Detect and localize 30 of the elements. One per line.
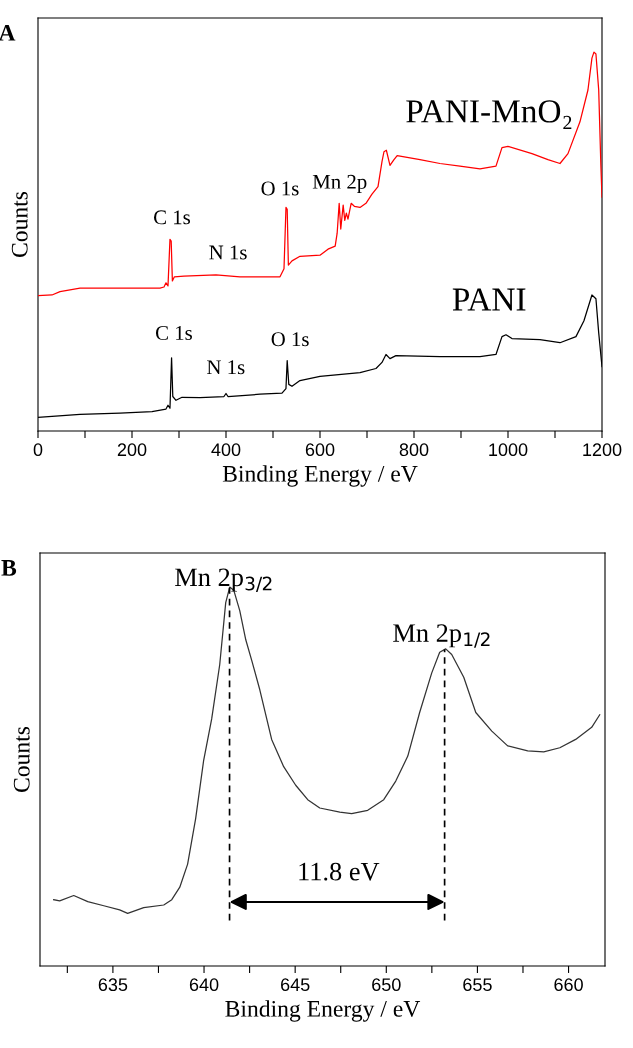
x-tick-label: 600: [305, 443, 335, 457]
x-axis-title: Binding Energy / eV: [222, 465, 418, 487]
x-tick-label: 0: [33, 443, 43, 457]
annotation: O 1s: [271, 332, 309, 347]
x-tick-label: 640: [189, 978, 219, 992]
annotation: O 1s: [261, 181, 299, 196]
x-tick-label: 1200: [583, 443, 622, 457]
x-tick-label: 200: [117, 443, 147, 457]
annotation: C 1s: [153, 210, 191, 225]
annotation: N 1s: [207, 360, 245, 375]
annotation: Mn 2p$_{3/2}$: [175, 568, 272, 592]
x-tick-label: 650: [372, 978, 401, 992]
y-axis-title: Counts: [13, 726, 30, 792]
series-label: PANI-MnO₂: [406, 100, 572, 130]
y-axis-title: Counts: [11, 191, 28, 257]
x-tick-label: 660: [554, 978, 583, 992]
x-axis-title: Binding Energy / eV: [225, 1000, 421, 1022]
series-label: PANI: [452, 288, 526, 311]
annotation: N 1s: [209, 245, 247, 260]
annotation: C 1s: [155, 325, 192, 340]
x-tick-label: 635: [98, 978, 128, 992]
annotation: 11.8 eV: [299, 862, 380, 881]
x-tick-label: 645: [281, 978, 310, 992]
x-tick-label: 800: [399, 443, 429, 457]
x-tick-label: 1000: [489, 443, 528, 457]
x-tick-label: 655: [463, 978, 492, 992]
x-tick-label: 400: [211, 443, 241, 457]
annotation: Mn 2p$_{1/2}$: [393, 624, 490, 648]
annotation: Mn 2p: [312, 174, 367, 194]
chart-title: B: [1, 560, 17, 576]
